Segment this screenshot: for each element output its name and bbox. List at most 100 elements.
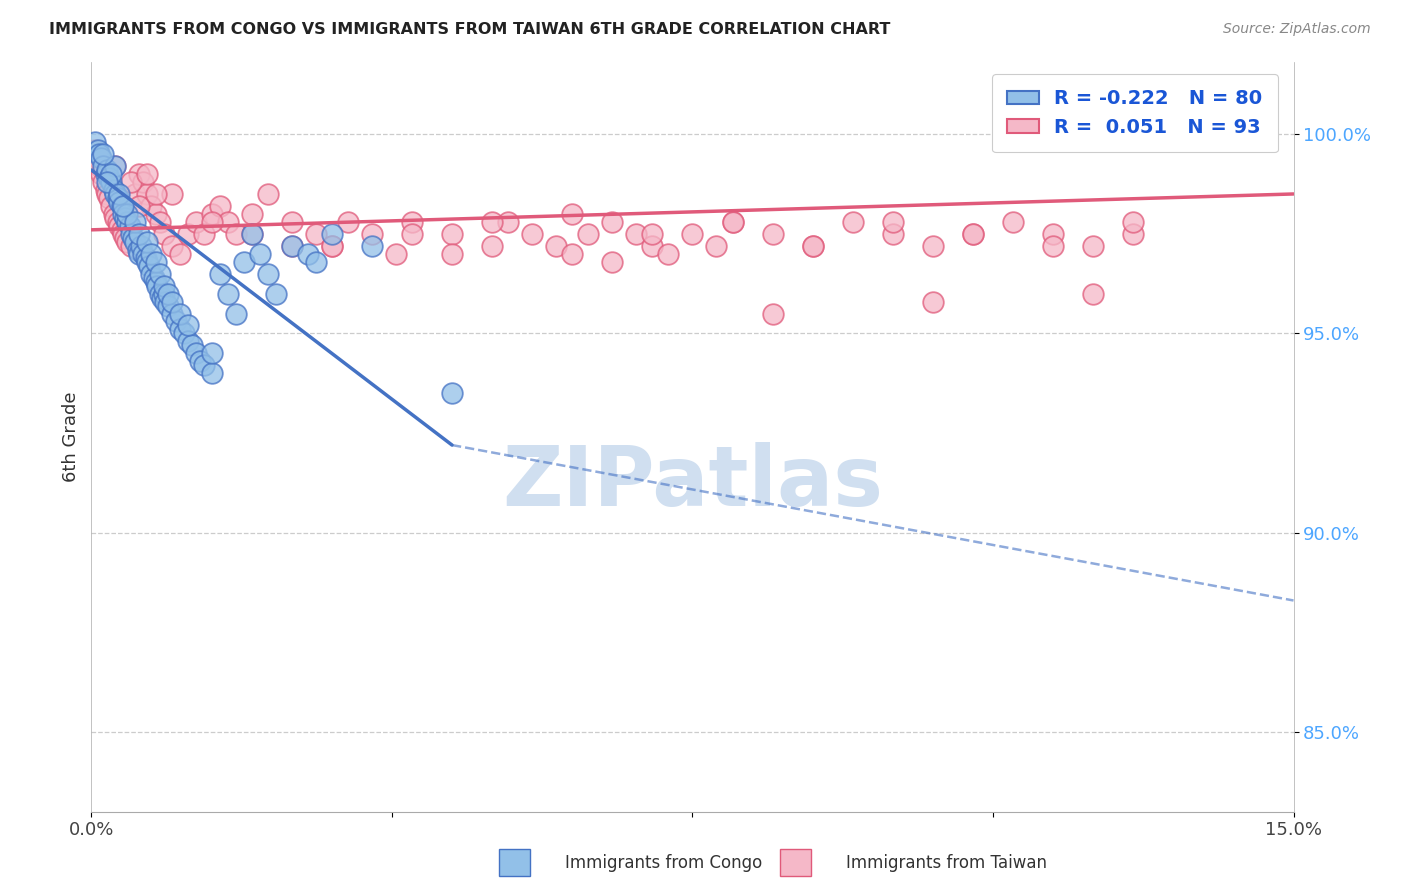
Point <box>188 354 211 368</box>
Point <box>882 215 904 229</box>
Point <box>305 227 328 241</box>
Point <box>208 267 231 281</box>
Point <box>98 171 121 186</box>
Point <box>201 215 224 229</box>
Point <box>124 186 146 201</box>
Point <box>152 227 174 241</box>
Point <box>641 239 664 253</box>
Point <box>153 294 176 309</box>
Point <box>441 386 464 401</box>
Point <box>96 175 118 189</box>
Y-axis label: 6th Grade: 6th Grade <box>62 392 80 483</box>
Point <box>160 186 183 201</box>
Point <box>681 227 703 241</box>
Point <box>176 318 198 333</box>
Point <box>100 175 122 189</box>
Point <box>121 239 143 253</box>
Point <box>87 143 110 157</box>
Point <box>721 215 744 229</box>
Point <box>148 267 170 281</box>
Point <box>256 267 278 281</box>
Point <box>1122 215 1144 229</box>
Point <box>108 219 131 233</box>
Point <box>118 219 141 233</box>
Point <box>240 227 263 241</box>
Point <box>217 286 239 301</box>
Legend: R = -0.222   N = 80, R =  0.051   N = 93: R = -0.222 N = 80, R = 0.051 N = 93 <box>991 74 1278 153</box>
Point <box>762 306 785 320</box>
Point <box>145 275 167 289</box>
Point <box>89 147 111 161</box>
Point <box>922 294 945 309</box>
Point <box>561 207 583 221</box>
Point <box>385 246 408 260</box>
Point <box>281 215 304 229</box>
Point <box>112 227 135 241</box>
Point <box>169 322 191 336</box>
Point <box>104 211 127 225</box>
Point <box>225 306 247 320</box>
Point <box>576 227 599 241</box>
Point <box>305 254 328 268</box>
Point <box>122 231 145 245</box>
Point <box>145 186 167 201</box>
Point <box>1001 215 1024 229</box>
Point <box>104 159 127 173</box>
Point <box>496 215 519 229</box>
Point <box>180 338 202 352</box>
Point <box>721 215 744 229</box>
Point <box>602 215 624 229</box>
Point <box>176 227 198 241</box>
Point <box>160 239 183 253</box>
Point <box>132 246 155 260</box>
Point <box>240 207 263 221</box>
Point <box>136 186 159 201</box>
Point <box>201 207 224 221</box>
Point <box>762 227 785 241</box>
Point <box>135 251 157 265</box>
Point <box>152 286 174 301</box>
Point <box>441 227 464 241</box>
Point <box>93 175 115 189</box>
Point <box>297 246 319 260</box>
Point <box>103 183 125 197</box>
Point <box>184 346 207 360</box>
Point <box>141 246 163 260</box>
Point <box>108 194 131 209</box>
Point <box>1083 239 1105 253</box>
Point <box>111 223 134 237</box>
Point <box>657 246 679 260</box>
Point <box>136 254 159 268</box>
Point <box>156 286 179 301</box>
Text: ZIPatlas: ZIPatlas <box>502 442 883 523</box>
Point <box>90 167 112 181</box>
FancyBboxPatch shape <box>499 849 530 876</box>
Point <box>240 227 263 241</box>
Point <box>150 291 173 305</box>
Text: IMMIGRANTS FROM CONGO VS IMMIGRANTS FROM TAIWAN 6TH GRADE CORRELATION CHART: IMMIGRANTS FROM CONGO VS IMMIGRANTS FROM… <box>49 22 890 37</box>
Point <box>148 215 170 229</box>
Point <box>156 299 179 313</box>
Point <box>801 239 824 253</box>
Point <box>481 215 503 229</box>
Point <box>129 239 152 253</box>
Point <box>201 367 224 381</box>
Point <box>169 246 191 260</box>
Point <box>249 246 271 260</box>
Point <box>107 215 129 229</box>
Point <box>520 227 543 241</box>
Text: Immigrants from Taiwan: Immigrants from Taiwan <box>846 854 1047 871</box>
Point <box>104 159 127 173</box>
Point <box>136 235 159 249</box>
Point <box>201 346 224 360</box>
Point <box>225 227 247 241</box>
Point <box>96 186 118 201</box>
Point <box>360 239 382 253</box>
Point <box>114 211 136 225</box>
Point <box>336 215 359 229</box>
Point <box>136 167 159 181</box>
Point <box>96 163 118 178</box>
Point <box>127 243 149 257</box>
Point <box>93 147 115 161</box>
Point <box>160 306 183 320</box>
